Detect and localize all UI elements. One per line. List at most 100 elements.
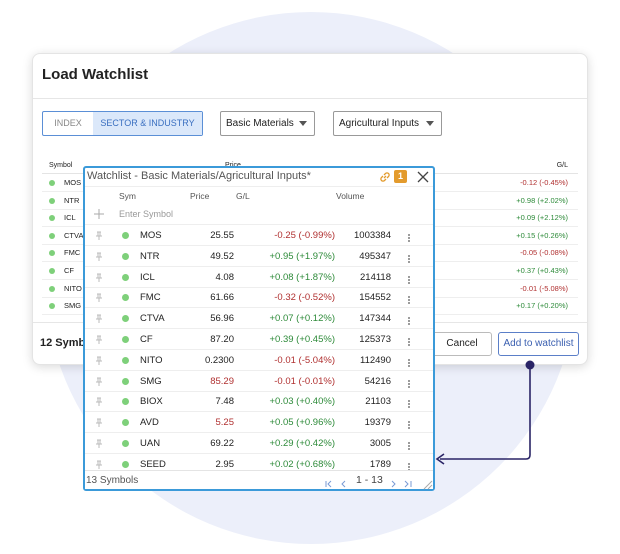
table-header: G/L bbox=[556, 162, 568, 169]
price: 2.95 bbox=[215, 458, 235, 470]
change: -0.01 (-0.01%) bbox=[274, 375, 335, 387]
status-dot bbox=[122, 336, 129, 343]
change: +0.02 (+0.68%) bbox=[269, 458, 336, 470]
row-menu[interactable] bbox=[407, 438, 411, 450]
row-menu[interactable] bbox=[407, 272, 411, 284]
symbol: AVD bbox=[140, 417, 159, 429]
connector-arrow bbox=[435, 453, 445, 465]
status-dot bbox=[49, 197, 55, 204]
pin-icon[interactable] bbox=[95, 332, 103, 344]
row-menu[interactable] bbox=[407, 355, 411, 367]
dropdown[interactable] bbox=[220, 111, 315, 136]
dialog-title: Load Watchlist bbox=[42, 66, 149, 83]
row-menu[interactable] bbox=[407, 292, 411, 305]
close-glyph bbox=[417, 171, 429, 183]
status-dot bbox=[49, 215, 55, 222]
tab-group bbox=[42, 111, 203, 136]
close-button[interactable] bbox=[417, 170, 429, 183]
tab[interactable]: INDEX bbox=[54, 118, 82, 128]
change: -0.12 (-0.45%) bbox=[520, 178, 568, 187]
symbol-input[interactable]: Enter Symbol bbox=[119, 209, 174, 219]
change: +0.05 (+0.96%) bbox=[269, 417, 336, 429]
col-header: Price bbox=[190, 191, 210, 201]
pin-icon[interactable] bbox=[95, 311, 103, 324]
dropdown-caret bbox=[426, 121, 434, 126]
dropdown-label: Basic Materials bbox=[226, 118, 294, 129]
page-range: 1 - 13 bbox=[356, 474, 383, 486]
price: 85.29 bbox=[210, 375, 234, 387]
price: 69.22 bbox=[210, 438, 234, 449]
status-dot bbox=[122, 232, 129, 239]
volume: 1789 bbox=[369, 458, 391, 470]
symbol: CF bbox=[140, 334, 153, 345]
menu-glyph bbox=[408, 421, 410, 430]
link-glyph bbox=[380, 172, 390, 182]
popup-rule bbox=[85, 186, 433, 187]
row-menu[interactable] bbox=[407, 251, 411, 263]
pin-icon[interactable] bbox=[95, 457, 103, 469]
connector-line bbox=[440, 365, 531, 460]
symbol: FMC bbox=[64, 248, 81, 258]
pin-icon[interactable] bbox=[95, 394, 103, 407]
row-rule bbox=[85, 307, 433, 309]
badge: 1 bbox=[394, 170, 407, 183]
symbol: ICL bbox=[140, 271, 155, 283]
row-menu[interactable] bbox=[407, 417, 411, 430]
pin-glyph bbox=[96, 377, 102, 386]
pin-icon[interactable] bbox=[95, 228, 103, 240]
row-menu[interactable] bbox=[407, 313, 411, 326]
status-dot bbox=[49, 285, 55, 292]
symbol: MOS bbox=[64, 178, 82, 187]
change: +0.95 (+1.97%) bbox=[269, 250, 336, 262]
price: 87.20 bbox=[210, 334, 234, 345]
add-button[interactable]: Add to watchlist bbox=[498, 332, 579, 356]
status-dot bbox=[122, 398, 129, 406]
row-menu[interactable] bbox=[407, 376, 411, 388]
row-menu[interactable] bbox=[407, 334, 411, 346]
pin-icon[interactable] bbox=[95, 374, 103, 386]
pin-glyph bbox=[96, 418, 102, 428]
row-rule bbox=[85, 432, 433, 434]
change: +0.07 (+0.12%) bbox=[269, 313, 336, 325]
change: +0.37 (+0.43%) bbox=[516, 266, 568, 275]
pin-icon[interactable] bbox=[95, 249, 103, 261]
pin-icon[interactable] bbox=[95, 436, 103, 448]
change: -0.01 (-5.04%) bbox=[274, 354, 335, 366]
price: 56.96 bbox=[210, 313, 234, 325]
status-dot bbox=[122, 440, 129, 447]
row-rule bbox=[85, 328, 433, 330]
pin-icon[interactable] bbox=[95, 270, 103, 282]
symbol: SMG bbox=[140, 375, 162, 387]
status-dot bbox=[122, 273, 129, 281]
pin-icon[interactable] bbox=[95, 415, 103, 428]
symbol: UAN bbox=[140, 438, 161, 449]
change: +0.29 (+0.42%) bbox=[269, 438, 336, 449]
status-dot bbox=[122, 356, 129, 364]
status-dot bbox=[122, 252, 129, 260]
row-rule bbox=[85, 369, 433, 371]
symbol: CF bbox=[64, 266, 74, 275]
status-dot bbox=[49, 268, 55, 274]
change: +0.39 (+0.45%) bbox=[269, 334, 336, 345]
symbol: SMG bbox=[64, 301, 82, 311]
menu-glyph bbox=[408, 338, 410, 346]
pin-glyph bbox=[96, 460, 102, 469]
tab-selected[interactable]: SECTOR & INDUSTRY bbox=[93, 112, 202, 135]
col-header: Volume bbox=[336, 191, 365, 201]
dropdown[interactable] bbox=[333, 111, 442, 136]
symbol: CTVA bbox=[64, 230, 84, 240]
symbol: ICL bbox=[64, 213, 76, 223]
status-dot bbox=[122, 377, 129, 385]
pin-icon[interactable] bbox=[95, 353, 103, 365]
row-menu[interactable] bbox=[407, 230, 411, 242]
row-rule bbox=[85, 286, 433, 288]
col-header: G/L bbox=[236, 191, 250, 201]
pin-icon[interactable] bbox=[95, 290, 103, 303]
add-icon bbox=[94, 207, 104, 221]
col-header: Sym bbox=[119, 191, 136, 201]
row-menu[interactable] bbox=[407, 396, 411, 409]
volume: 1003384 bbox=[354, 230, 391, 241]
